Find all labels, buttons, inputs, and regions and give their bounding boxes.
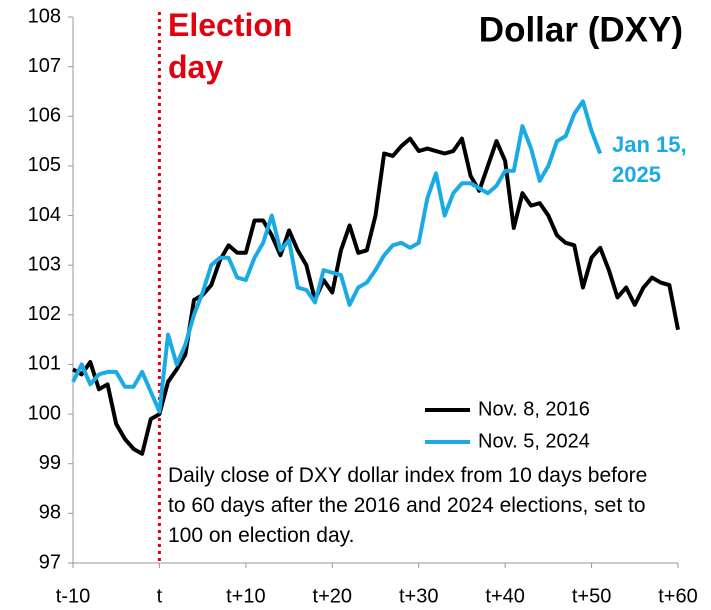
- y-tick-label: 106: [28, 105, 61, 127]
- y-tick-label: 102: [28, 303, 61, 325]
- y-tick-label: 107: [28, 55, 61, 77]
- y-tick-label: 100: [28, 402, 61, 424]
- x-tick-label: t: [157, 585, 163, 607]
- y-tick-label: 101: [28, 353, 61, 375]
- y-tick-label: 104: [28, 204, 61, 226]
- x-tick-label: t+30: [399, 585, 438, 607]
- y-tick-label: 99: [39, 452, 61, 474]
- note: Daily close of DXY dollar index from 10 …: [168, 461, 658, 551]
- event-label: Election day: [168, 7, 293, 85]
- x-tick-label: t+60: [658, 585, 697, 607]
- end-label: Jan 15, 2025: [612, 132, 687, 187]
- x-tick-label: t+40: [485, 585, 524, 607]
- y-tick-label: 105: [28, 154, 61, 176]
- y-tick-label: 108: [28, 5, 61, 27]
- x-tick-label: t+10: [226, 585, 265, 607]
- chart-title: Dollar (DXY): [479, 10, 683, 49]
- legend-label: Nov. 8, 2016: [478, 398, 590, 420]
- series-line: [72, 136, 680, 456]
- legend-label: Nov. 5, 2024: [478, 430, 590, 452]
- y-tick-label: 97: [39, 551, 61, 573]
- x-tick-label: t-10: [56, 585, 90, 607]
- series-line: [71, 99, 603, 414]
- x-tick-label: t+20: [313, 585, 352, 607]
- x-tick-label: t+50: [572, 585, 611, 607]
- y-tick-label: 103: [28, 253, 61, 275]
- y-tick-label: 98: [39, 502, 61, 524]
